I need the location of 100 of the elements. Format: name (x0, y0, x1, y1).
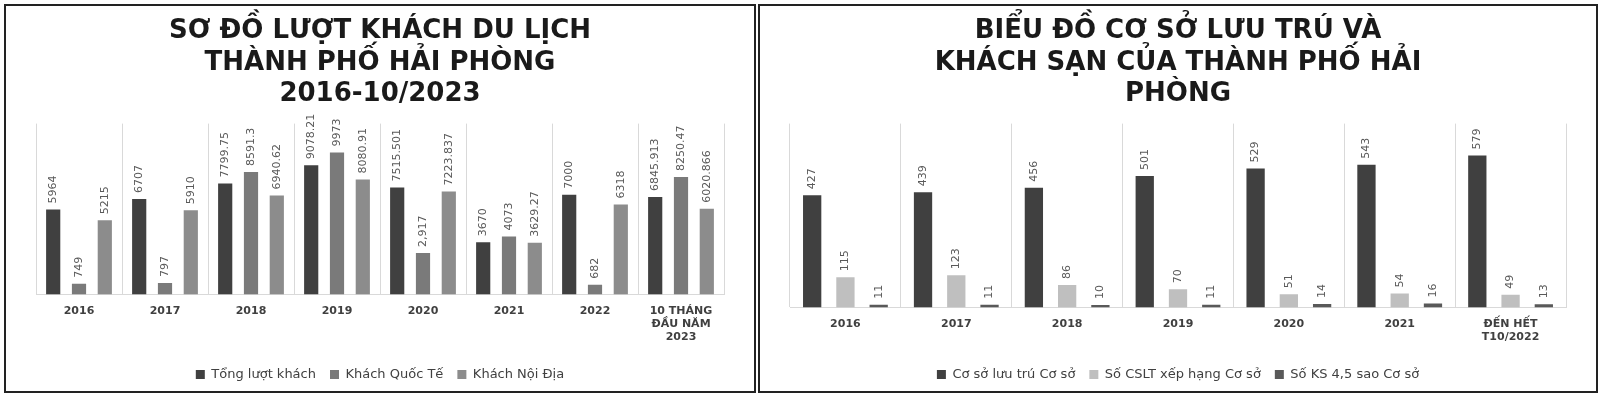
data-label: 9078.21 (304, 113, 318, 160)
data-label: 3670 (476, 208, 490, 237)
data-label: 49 (1503, 274, 1517, 289)
data-label: 6020.866 (699, 150, 713, 203)
bar (415, 252, 431, 295)
data-label: 749 (71, 256, 85, 278)
x-tick-label: 2021 (1384, 317, 1416, 331)
x-tick-label: 2016 (830, 317, 862, 331)
data-label: 51 (1281, 274, 1295, 289)
data-label: 123 (949, 248, 963, 270)
data-label: 5910 (183, 176, 197, 205)
legend-label: Số CSLT xếp hạng Cơ sở (1104, 365, 1261, 381)
bar (1390, 293, 1409, 308)
data-label: 54 (1392, 273, 1406, 288)
x-tick-label: 2017 (149, 303, 181, 317)
bar (1168, 289, 1188, 308)
data-label: 115 (838, 250, 852, 272)
bar (1135, 175, 1154, 308)
bar (1501, 294, 1520, 308)
data-label: 9973 (329, 118, 343, 147)
data-label: 11 (982, 284, 996, 299)
bar (1246, 168, 1265, 308)
x-tick-label: 2016 (63, 303, 95, 317)
bar (1468, 155, 1487, 308)
data-label: 501 (1137, 148, 1151, 170)
data-label: 7223.837 (441, 133, 455, 186)
bar (648, 196, 663, 295)
x-tick-label: 2019 (321, 303, 353, 317)
data-label: 8250.47 (673, 125, 687, 171)
data-label: 6707 (132, 164, 146, 193)
bar (183, 210, 198, 295)
bar (218, 183, 233, 295)
x-tick-label: 2019 (1162, 317, 1194, 331)
data-label: 797 (157, 256, 171, 278)
data-label: 5215 (97, 186, 111, 215)
bar (304, 165, 319, 295)
bar (441, 191, 456, 295)
data-label: 5964 (46, 175, 60, 204)
bar (157, 283, 173, 295)
chart-title: BIỂU ĐỒ CƠ SỞ LƯU TRÚ VÀ KHÁCH SẠN CỦA THÀNH PHỐ HẢI PHÒNG (934, 8, 1422, 107)
data-label: 439 (915, 165, 929, 187)
data-label: 70 (1170, 269, 1184, 284)
x-tick-label: 2018 (1051, 317, 1083, 331)
x-tick-label: 2017 (940, 317, 972, 331)
data-label: 529 (1248, 141, 1262, 163)
x-tick-label: 10 THÁNG ĐẦU NĂM 2023 (649, 303, 713, 344)
bar (587, 284, 603, 295)
bar (71, 283, 87, 295)
bar (836, 277, 855, 308)
bar (269, 195, 284, 295)
legend-label: Khách Quốc Tế (345, 365, 444, 381)
legend-label: Số KS 4,5 sao Cơ sở (1290, 365, 1420, 381)
x-tick-label: 2021 (493, 303, 525, 317)
bar (1279, 294, 1298, 308)
data-label: 427 (805, 168, 819, 190)
data-label: 10 (1093, 284, 1107, 299)
data-label: 6940.62 (269, 144, 283, 190)
bar (1423, 303, 1443, 308)
bar (132, 198, 147, 295)
legend-label: Cơ sở lưu trú Cơ sở (952, 365, 1076, 381)
bar (1024, 187, 1044, 308)
x-tick-label: 2022 (579, 303, 611, 317)
bar (947, 275, 966, 308)
bar (501, 236, 517, 295)
data-label: 14 (1314, 283, 1328, 298)
legend-label: Khách Nội Địa (472, 365, 565, 381)
data-label: 8080.91 (355, 127, 369, 174)
bar (390, 187, 405, 295)
data-label: 7799.75 (218, 131, 232, 178)
data-label: 6845.913 (648, 138, 662, 191)
data-label: 543 (1359, 137, 1373, 159)
bar (527, 242, 542, 295)
bar (1058, 284, 1077, 308)
bar (803, 195, 822, 308)
x-tick-label: ĐẾN HẾT T10/2022 (1481, 315, 1540, 344)
bar (243, 172, 259, 295)
bar (673, 176, 689, 295)
data-label: 456 (1026, 160, 1040, 182)
data-label: 86 (1060, 264, 1073, 279)
bar (1357, 164, 1376, 308)
x-tick-label: 2020 (407, 303, 439, 317)
data-label: 579 (1470, 128, 1484, 150)
x-tick-label: 2018 (235, 303, 267, 317)
bar (562, 194, 577, 295)
data-label: 13 (1536, 284, 1550, 299)
data-label: 7515.501 (390, 128, 404, 182)
bar (699, 208, 714, 295)
data-label: 4073 (501, 202, 515, 231)
bar (46, 209, 61, 295)
legend-label: Tổng lượt khách (210, 365, 316, 381)
data-label: 2,917 (415, 215, 429, 247)
data-label: 8591.3 (243, 127, 257, 167)
bar (476, 242, 491, 295)
data-label: 11 (1204, 284, 1218, 299)
bar (97, 220, 112, 295)
data-label: 682 (587, 257, 601, 279)
data-label: 16 (1425, 283, 1439, 298)
bar (913, 192, 933, 308)
data-label: 11 (871, 284, 885, 299)
data-label: 6318 (613, 170, 627, 199)
